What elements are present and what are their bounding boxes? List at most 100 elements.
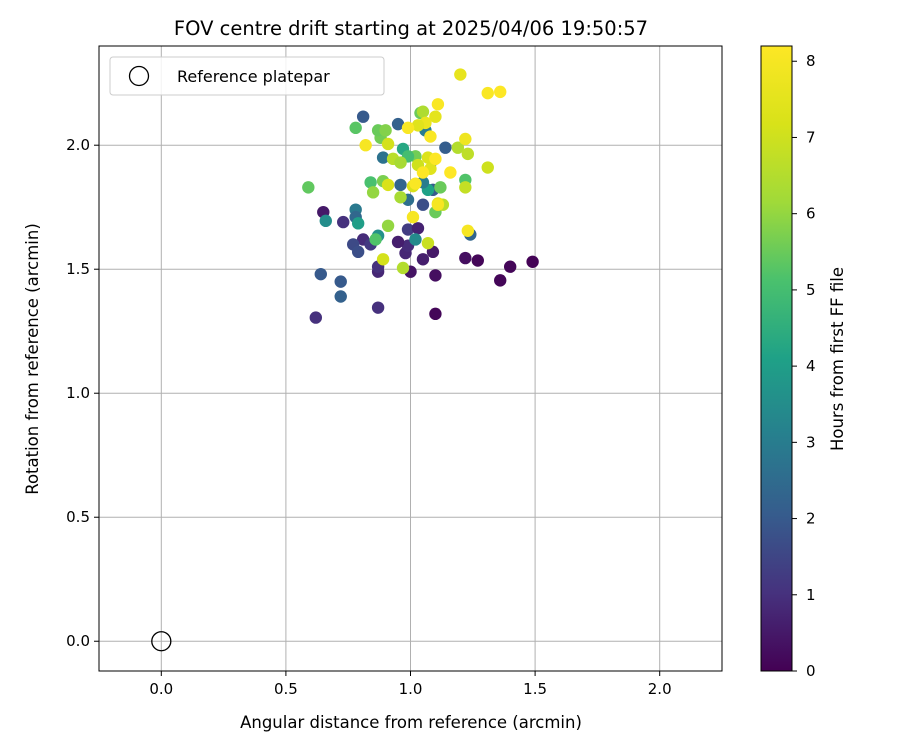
data-point [381, 137, 395, 151]
reference-marker-layer [151, 631, 172, 652]
data-point [494, 274, 507, 287]
data-point [406, 210, 420, 224]
data-point [526, 255, 539, 268]
x-axis-label: Angular distance from reference (arcmin) [240, 713, 582, 732]
data-point [416, 253, 430, 266]
data-point [334, 275, 347, 288]
legend-entry-reference: Reference platepar [177, 67, 330, 86]
data-point [416, 198, 430, 211]
colorbar-tick-label: 5 [806, 281, 816, 299]
data-point [337, 215, 350, 229]
data-point [334, 290, 347, 303]
data-point [349, 121, 362, 135]
data-point [369, 233, 382, 246]
data-point [429, 269, 442, 282]
data-point [454, 68, 467, 81]
data-point [411, 119, 425, 132]
colorbar-tick-label: 2 [806, 510, 816, 528]
data-point [429, 307, 442, 321]
data-point [503, 260, 517, 273]
data-point [351, 245, 365, 259]
colorbar: 0 1 2 3 4 5 6 7 8 Hours from first FF file [760, 45, 847, 680]
data-point [356, 110, 370, 123]
data-point [444, 166, 457, 179]
data-point [359, 139, 372, 152]
data-point [391, 235, 405, 249]
data-point [416, 105, 430, 118]
colorbar-tick-label: 4 [806, 357, 816, 375]
reference-platepar-marker [151, 631, 172, 652]
y-tick-label: 2.0 [66, 136, 90, 154]
data-point [394, 178, 407, 192]
data-point [376, 253, 390, 266]
data-point [439, 141, 452, 154]
colorbar-tick-label: 7 [806, 128, 816, 146]
legend-box [109, 56, 385, 96]
y-axis-ticks: 0.0 0.5 1.0 1.5 2.0 [66, 136, 99, 650]
data-point [319, 214, 332, 228]
data-point [459, 181, 472, 194]
data-point [434, 181, 447, 194]
data-point [431, 98, 445, 111]
data-point [459, 251, 472, 265]
data-point [424, 130, 437, 143]
colorbar-tick-label: 6 [806, 205, 816, 223]
data-point [314, 267, 327, 281]
data-point [366, 186, 380, 199]
data-point [409, 233, 422, 246]
data-point [411, 222, 425, 235]
data-point [401, 121, 415, 135]
data-point [376, 151, 390, 164]
data-point [429, 152, 442, 166]
colorbar-tick-label: 8 [806, 52, 816, 70]
colorbar-label: Hours from first FF file [828, 267, 847, 451]
data-point [471, 254, 484, 267]
data-point [421, 236, 435, 250]
x-tick-label: 1.0 [399, 680, 423, 698]
y-tick-label: 1.0 [66, 384, 90, 402]
data-point [309, 311, 323, 324]
data-point [416, 166, 430, 179]
data-point [381, 219, 395, 233]
data-point [394, 191, 407, 204]
colorbar-gradient [760, 45, 793, 672]
x-axis-ticks: 0.0 0.5 1.0 1.5 2.0 [149, 671, 672, 698]
y-tick-label: 1.5 [66, 260, 90, 278]
data-point [364, 176, 377, 189]
x-tick-label: 0.0 [149, 680, 173, 698]
data-point [481, 86, 494, 100]
data-point [409, 177, 422, 190]
x-tick-label: 2.0 [648, 680, 672, 698]
data-point [396, 261, 410, 275]
legend-marker-reference [128, 65, 150, 87]
legend: Reference platepar [109, 56, 385, 96]
x-tick-label: 0.5 [274, 680, 298, 698]
data-point [302, 181, 315, 194]
data-point [461, 147, 475, 161]
data-point [379, 124, 392, 137]
data-point [461, 224, 475, 237]
data-point [351, 217, 365, 230]
data-point [451, 141, 465, 154]
data-point [431, 198, 445, 211]
colorbar-ticks: 0 1 2 3 4 5 6 7 8 [792, 52, 816, 680]
data-point [391, 117, 405, 131]
data-point [494, 85, 507, 99]
x-tick-label: 1.5 [523, 680, 547, 698]
data-point [401, 223, 415, 236]
data-point [429, 110, 442, 123]
colorbar-tick-label: 0 [806, 662, 816, 680]
data-point [481, 161, 494, 174]
data-points [302, 68, 539, 324]
y-tick-label: 0.0 [66, 632, 90, 650]
data-point [394, 156, 407, 169]
y-axis-label: Rotation from reference (arcmin) [23, 223, 42, 495]
grid [99, 46, 722, 671]
colorbar-tick-label: 1 [806, 586, 816, 604]
data-point [381, 178, 395, 192]
data-point [371, 301, 385, 314]
data-point [459, 132, 472, 146]
chart-title: FOV centre drift starting at 2025/04/06 … [174, 17, 648, 40]
y-tick-label: 0.5 [66, 508, 90, 526]
